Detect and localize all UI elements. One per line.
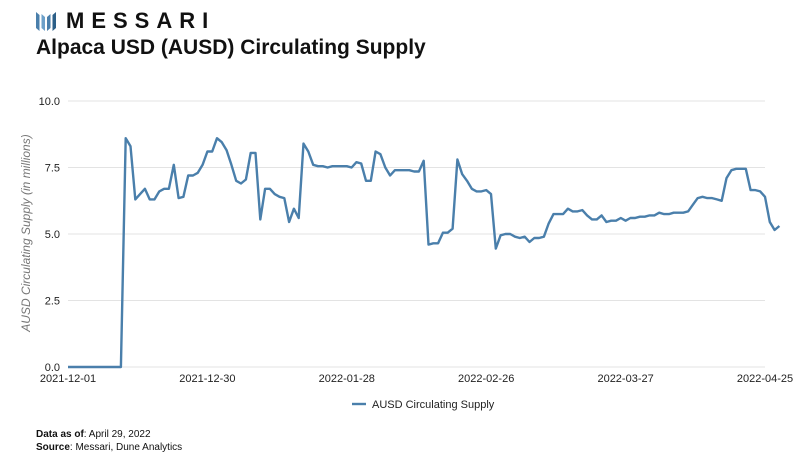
brand-name: MESSARI [66, 8, 216, 33]
y-tick-label: 7.5 [45, 163, 60, 175]
line-chart: 0.02.55.07.510.0 2021-12-01 2021-12-30 202… [19, 96, 793, 411]
y-tick-label: 2.5 [45, 296, 60, 308]
y-tick-label: 5.0 [45, 229, 60, 241]
x-tick-label: 2022-02-26 [458, 373, 514, 385]
y-axis-label: AUSD Circulating Supply (in millions) [19, 134, 33, 332]
messari-logo-icon [36, 12, 56, 31]
legend-label: AUSD Circulating Supply [372, 399, 495, 411]
gridlines [68, 100, 765, 368]
x-tick-label: 2022-04-25 [737, 373, 793, 385]
footer: Data as of: April 29, 2022 Source: Messa… [36, 428, 182, 454]
y-tick-label: 10.0 [39, 96, 60, 108]
brand: MESSARI [36, 8, 215, 34]
y-tick-labels: 0.0 2.5 5.0 7.5 10.0 [39, 96, 60, 374]
data-source: Source: Messari, Dune Analytics [36, 442, 183, 453]
data-as-of: Data as of: April 29, 2022 [36, 429, 151, 440]
chart-title: Alpaca USD (AUSD) Circulating Supply [36, 36, 426, 59]
series-line-ausd [68, 137, 781, 369]
x-tick-label: 2022-03-27 [597, 373, 653, 385]
legend: AUSD Circulating Supply [352, 399, 495, 411]
y-tick-label: 0.0 [45, 362, 60, 374]
x-tick-label: 2021-12-01 [40, 373, 96, 385]
x-tick-label: 2022-01-28 [319, 373, 375, 385]
x-tick-label: 2021-12-30 [179, 373, 235, 385]
x-tick-labels: 2021-12-01 2021-12-30 2022-01-28 2022-02-26… [40, 373, 793, 385]
